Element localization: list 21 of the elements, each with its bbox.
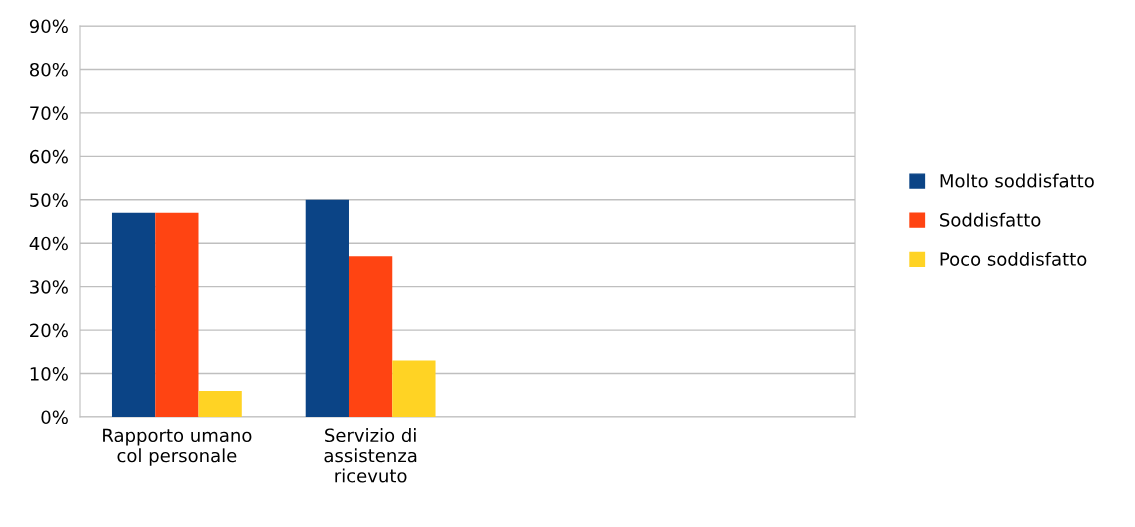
bar (198, 390, 242, 417)
y-tick-label: 50% (30, 193, 68, 207)
y-tick-label: 40% (29, 236, 68, 251)
y-tick-label: 70% (30, 106, 68, 121)
legend-label: Poco soddisfatto (940, 251, 1087, 266)
x-tick-label: Rapporto umano col personale (103, 428, 252, 466)
legend-label: Molto soddisfatto (940, 173, 1094, 188)
bar (305, 199, 349, 417)
bar (348, 256, 393, 417)
legend-label: Soddisfatto (940, 212, 1041, 227)
bar (155, 212, 199, 417)
y-tick-label: 80% (29, 62, 68, 77)
y-tick-label: 0% (41, 410, 68, 425)
y-tick-label: 90% (29, 19, 68, 34)
x-tick-label: Servizio di assistenza ricevuto (324, 428, 417, 483)
bar (392, 360, 436, 417)
y-tick-label: 10% (30, 367, 68, 381)
y-tick-label: 30% (30, 280, 68, 294)
bar (111, 212, 156, 417)
y-tick-label: 20% (30, 323, 68, 338)
y-tick-label: 60% (30, 149, 68, 164)
